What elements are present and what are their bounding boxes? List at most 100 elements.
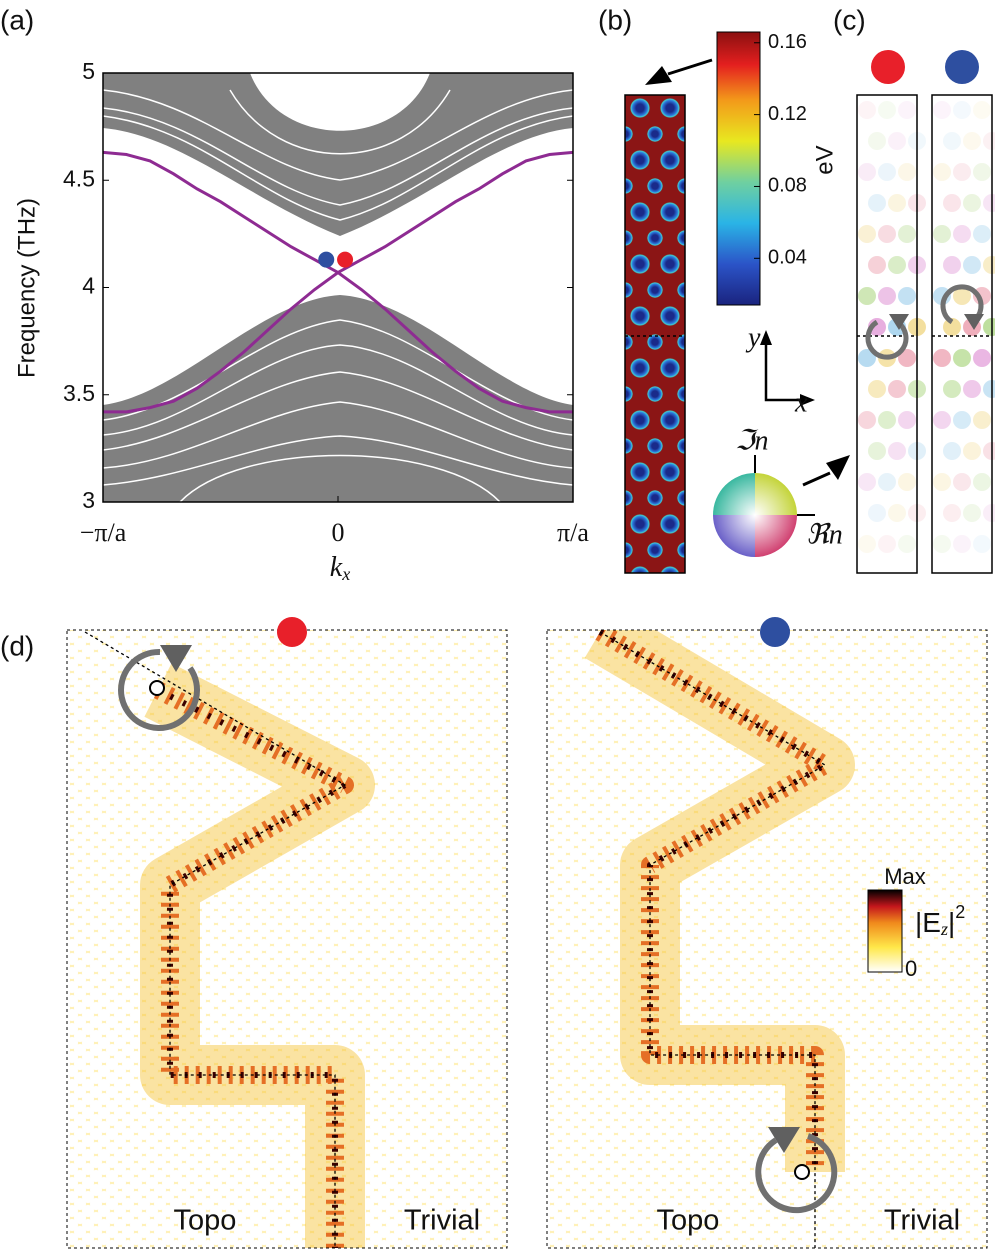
- colorbar: [716, 31, 761, 306]
- mode-blob: [898, 535, 916, 553]
- mode-blob: [963, 256, 981, 274]
- mode-blob: [943, 256, 961, 274]
- x-tick-label: 0: [332, 518, 345, 547]
- mode-blob: [878, 101, 896, 119]
- mode-blob: [943, 442, 961, 460]
- mode-dot: [277, 617, 307, 647]
- mode-blob: [858, 101, 876, 119]
- y-tick-label: 3.5: [63, 380, 95, 406]
- mode-blob: [943, 194, 961, 212]
- mode-marker: [337, 251, 354, 268]
- mode-blob: [858, 411, 876, 429]
- colorbar: [867, 889, 903, 973]
- mode-blob: [953, 473, 971, 491]
- mode-blob: [953, 411, 971, 429]
- field-map: [67, 630, 507, 1248]
- mode-blob: [878, 225, 896, 243]
- colorbar-tick-label: 0.16: [768, 31, 807, 53]
- mode-blob: [933, 163, 951, 181]
- mode-blob: [933, 411, 951, 429]
- arrow: [802, 471, 831, 487]
- y-tick-label: 4: [82, 273, 95, 299]
- circular-arrow: [865, 319, 909, 360]
- q-open: |E: [915, 907, 941, 938]
- mode-blob: [858, 473, 876, 491]
- q-close: |: [948, 907, 955, 938]
- mode-blob: [973, 349, 991, 367]
- y-tick-label: 4.5: [63, 165, 95, 191]
- panel-label: (c): [833, 4, 866, 35]
- axes-arrows: [764, 340, 805, 402]
- colorbar-tick-label: 0.12: [768, 103, 807, 125]
- mode-blob: [888, 256, 906, 274]
- mode-blob: [888, 504, 906, 522]
- mode-blob: [953, 163, 971, 181]
- mode-frame: [931, 94, 993, 574]
- bulk-bands: [103, 73, 573, 502]
- panel-label: (b): [598, 4, 632, 35]
- plot-frame: [102, 72, 574, 503]
- crystal-strip: [624, 94, 686, 574]
- arrow-head: [889, 314, 909, 330]
- mode-blob: [858, 225, 876, 243]
- mode-dot: [871, 50, 905, 84]
- arrow-head: [760, 330, 772, 345]
- mode-blob: [953, 225, 971, 243]
- wheel-real-label: ℜn: [806, 519, 843, 550]
- mode-blob: [868, 194, 886, 212]
- mode-blob: [878, 287, 896, 305]
- panel-label: (d): [0, 630, 34, 661]
- mode-blob: [868, 380, 886, 398]
- mode-blob: [973, 101, 991, 119]
- mode-blob: [868, 256, 886, 274]
- mode-blob: [973, 473, 991, 491]
- colorbar-tick-label: 0.08: [768, 175, 807, 197]
- region-label: Topo: [174, 1205, 237, 1237]
- region-label: Topo: [657, 1205, 720, 1237]
- mode-blob: [898, 349, 916, 367]
- mode-blob: [983, 380, 995, 398]
- edge-band: [103, 150, 574, 414]
- mode-blob: [973, 411, 991, 429]
- mode-blob: [953, 535, 971, 553]
- mode-blob: [878, 411, 896, 429]
- mode-blob: [858, 163, 876, 181]
- arrow: [667, 58, 713, 76]
- mode-blob: [983, 318, 995, 336]
- mode-blob: [858, 535, 876, 553]
- q-sub: z: [940, 919, 948, 939]
- colorbar-tick-label: 0.04: [768, 247, 807, 269]
- mode-frame: [856, 94, 918, 574]
- mode-blob: [898, 225, 916, 243]
- mode-blob: [963, 132, 981, 150]
- x-axis-label: kx: [330, 552, 350, 584]
- source: [118, 645, 838, 1214]
- wheel-imag-label: ℑn: [735, 425, 769, 456]
- color-wheel: [713, 473, 797, 557]
- mode-blob: [983, 194, 995, 212]
- mode-marker: [318, 251, 335, 268]
- y-tick-label: 5: [82, 58, 95, 84]
- mode-blob: [933, 225, 951, 243]
- colorbar-max: Max: [884, 864, 926, 889]
- mode-blob: [943, 380, 961, 398]
- mode-blob: [933, 349, 951, 367]
- frame: [66, 629, 508, 1249]
- mode-blob: [868, 132, 886, 150]
- mode-blob: [963, 380, 981, 398]
- arrow-head: [645, 66, 672, 85]
- mode-blob: [898, 101, 916, 119]
- mode-blob: [933, 535, 951, 553]
- colorbar-quantity: |Ez|2: [915, 902, 965, 939]
- mode-blob: [878, 535, 896, 553]
- mode-blob: [943, 132, 961, 150]
- mode-blob: [983, 504, 995, 522]
- x-tick-label: π/a: [557, 518, 589, 547]
- colorbar-title: eV: [811, 145, 838, 174]
- domain-wall: [599, 631, 827, 1248]
- region-label: Trivial: [884, 1205, 960, 1237]
- y-tick-label: 3: [82, 487, 95, 513]
- x-label-base: k: [330, 552, 343, 583]
- panel-label: (a): [0, 4, 34, 35]
